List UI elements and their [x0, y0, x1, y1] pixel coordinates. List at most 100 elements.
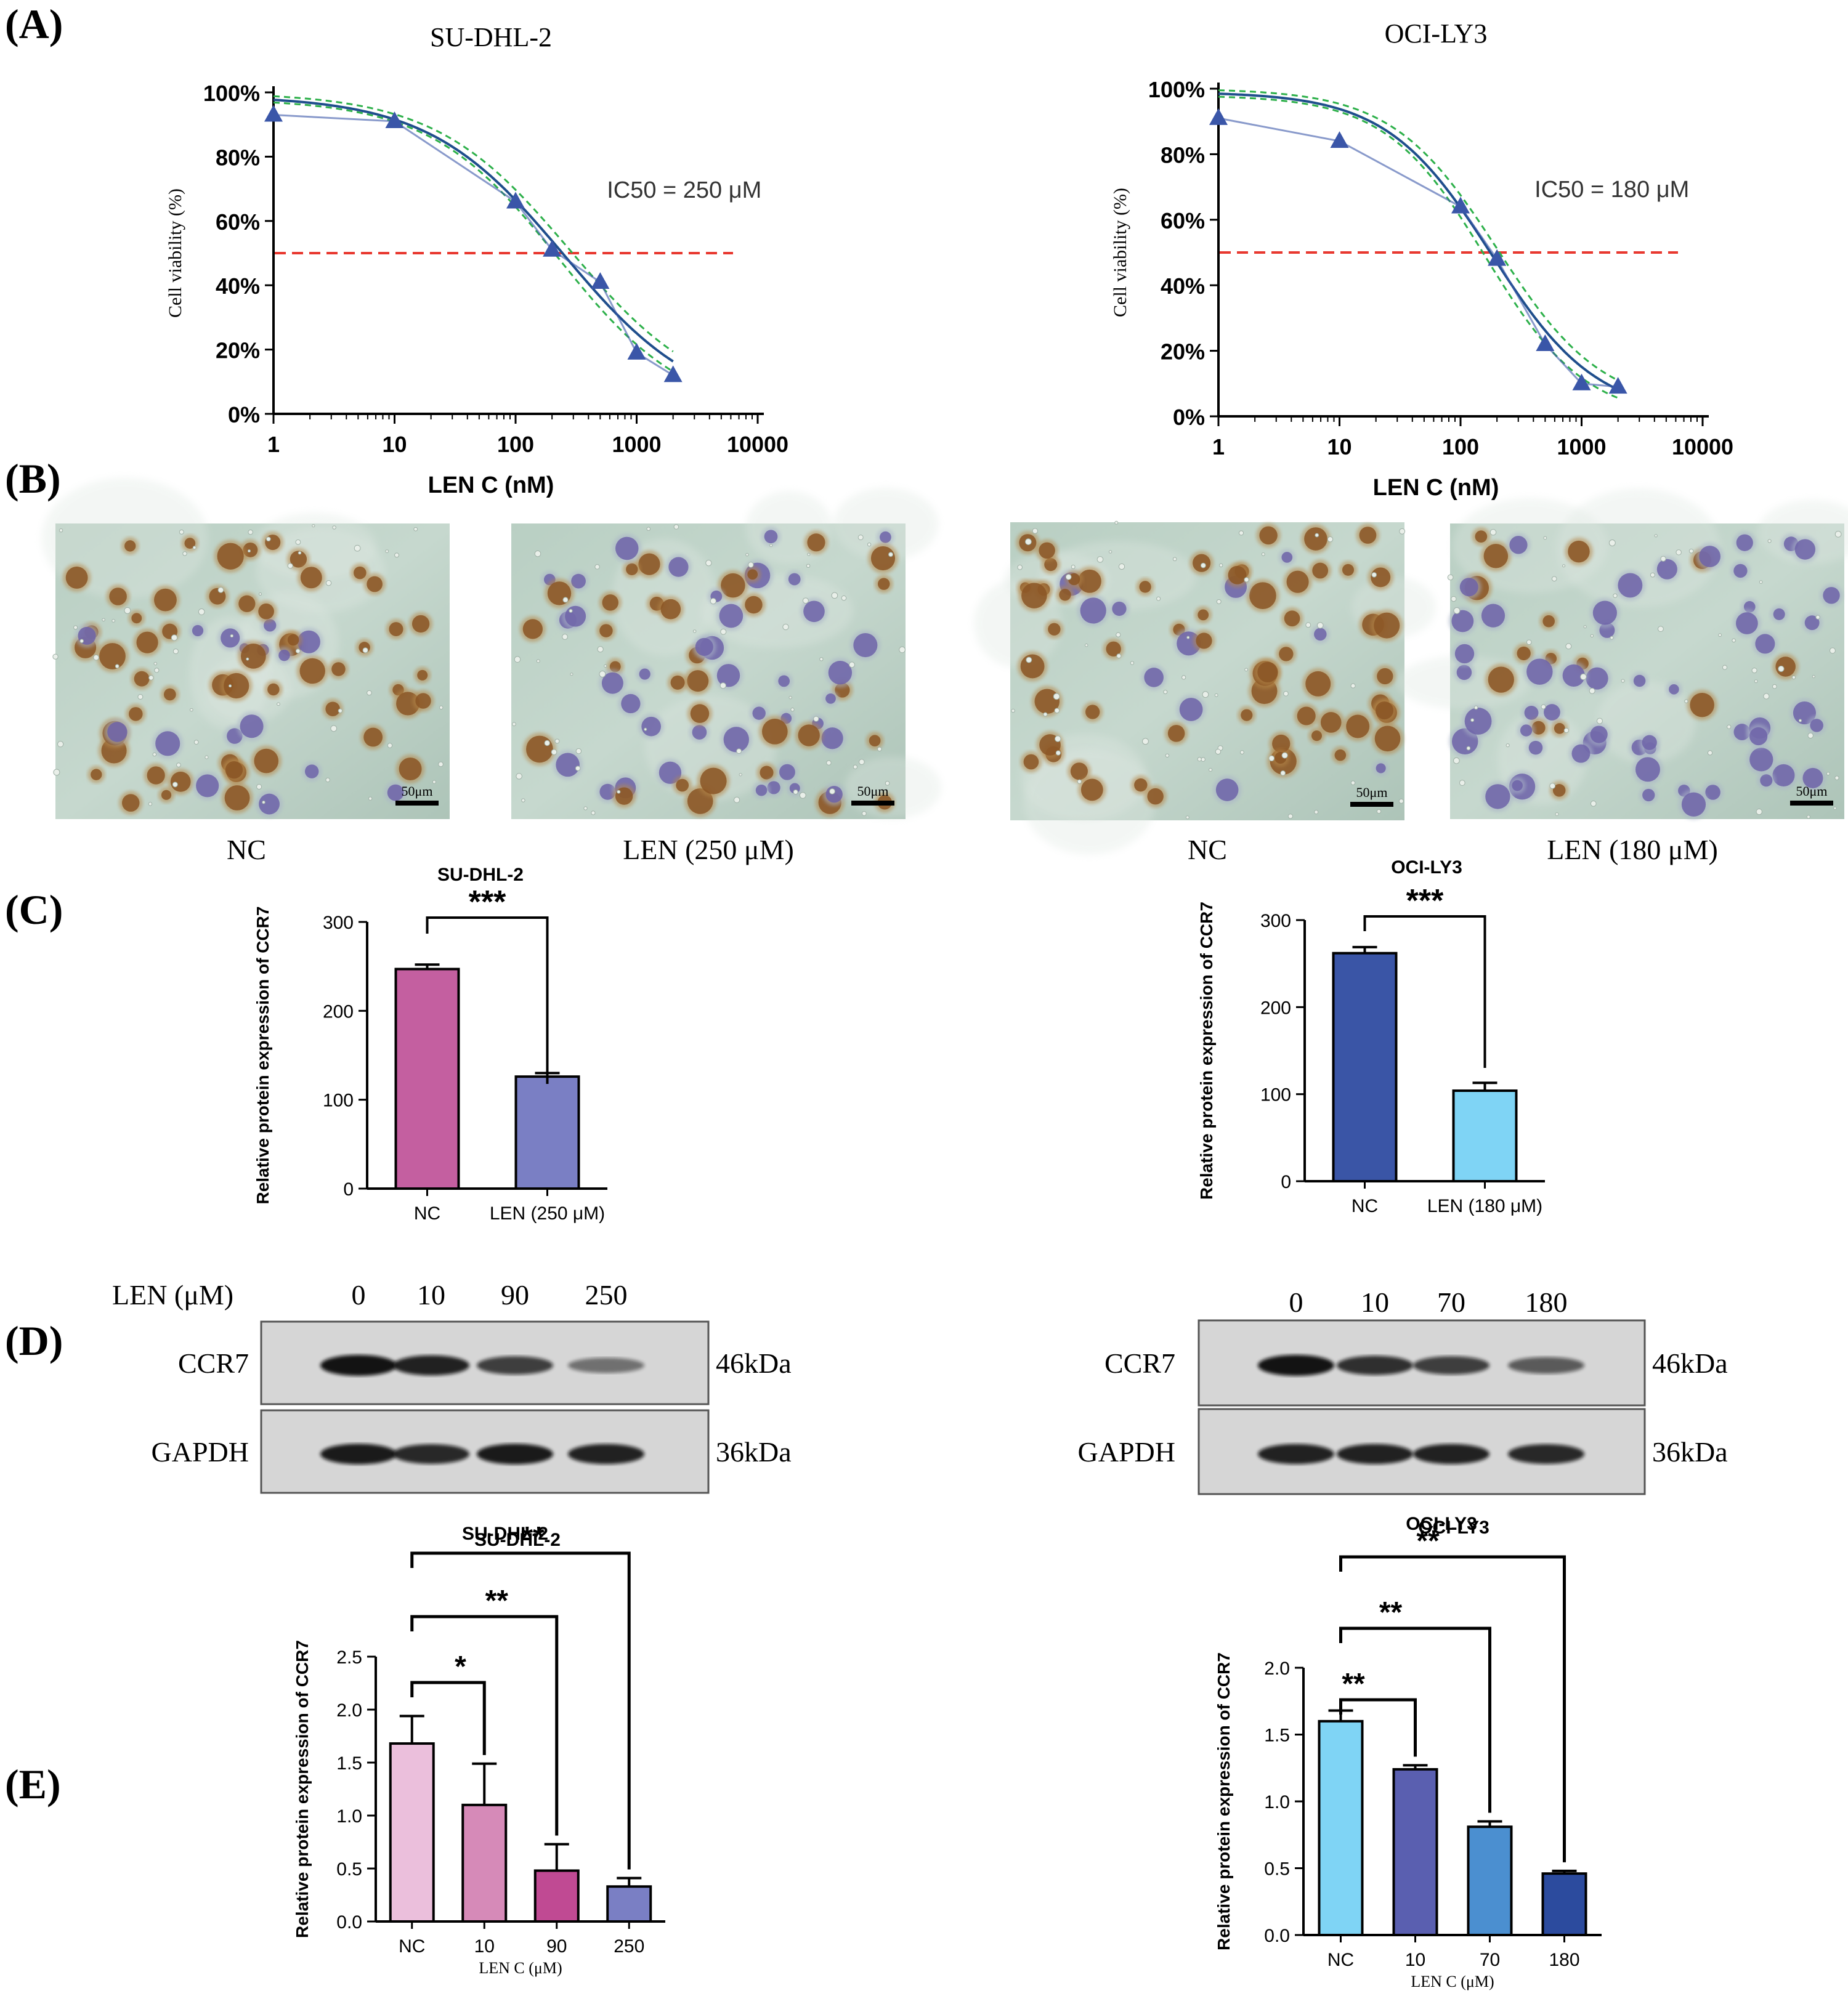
debris	[1043, 712, 1048, 717]
cell	[1475, 530, 1488, 543]
debris	[1590, 801, 1597, 807]
debris	[1239, 750, 1244, 754]
panel-label-e: (E)	[5, 1761, 61, 1808]
cell	[1297, 706, 1316, 725]
debris	[1654, 534, 1658, 538]
debris	[1608, 539, 1616, 546]
data-point	[1608, 377, 1627, 394]
debris	[1197, 757, 1202, 762]
cell	[660, 599, 681, 620]
debris	[1453, 757, 1460, 764]
debris	[394, 552, 400, 558]
cell	[1456, 665, 1472, 681]
debris	[1399, 528, 1406, 535]
haze	[1596, 681, 1696, 764]
cell	[755, 784, 768, 796]
ihc-images: 50μm NC 50μm LEN (250 μM) 50μm NC 50μm LEN (180…	[41, 477, 1848, 865]
debris	[831, 592, 838, 599]
cell	[300, 567, 322, 589]
x-tick-label: NC	[399, 1936, 425, 1957]
debris	[1722, 665, 1727, 670]
debris	[1350, 780, 1356, 785]
debris	[367, 690, 372, 696]
dose-label: 10	[417, 1279, 445, 1311]
debris	[205, 755, 209, 759]
cell	[1279, 647, 1294, 661]
cell	[1562, 664, 1585, 687]
debris	[1650, 572, 1655, 578]
x-axis-label: LEN C (nM)	[428, 472, 554, 498]
debris	[1283, 691, 1289, 697]
debris	[1563, 727, 1569, 733]
debris	[148, 802, 153, 806]
cell	[565, 605, 586, 627]
protein-band	[1413, 1444, 1489, 1465]
dose-label: 10	[1361, 1287, 1389, 1318]
cell	[1346, 714, 1370, 738]
cell	[747, 569, 758, 580]
debris	[192, 546, 197, 550]
cell	[1179, 698, 1203, 721]
debris	[295, 539, 301, 545]
cell	[1681, 792, 1706, 817]
protein-band	[1258, 1444, 1334, 1465]
x-tick-label: 10	[474, 1936, 495, 1957]
data-point	[1536, 334, 1555, 351]
debris	[859, 759, 865, 766]
cell	[1669, 684, 1679, 695]
cell	[1371, 567, 1391, 588]
debris	[1114, 520, 1119, 525]
cell	[124, 540, 136, 552]
debris	[1798, 719, 1802, 722]
cell	[695, 637, 713, 656]
bar	[533, 1869, 580, 1923]
cell	[1459, 578, 1478, 597]
cell	[1139, 581, 1151, 593]
cell	[1039, 542, 1055, 559]
cell	[154, 588, 177, 612]
chart-title: OCI-LY3	[1418, 1517, 1489, 1538]
y-tick-label: 100%	[1148, 77, 1205, 102]
significance-marker: **	[1379, 1596, 1403, 1629]
x-tick-label: 10	[1405, 1950, 1425, 1970]
debris	[536, 659, 540, 663]
cell	[615, 536, 639, 560]
scale-bar	[1790, 801, 1833, 806]
chart-C-right: OCI-LY3 0 100 200 300 Relative protein expres…	[1197, 857, 1545, 1216]
cell	[1794, 539, 1815, 560]
x-tick-label: 70	[1480, 1950, 1500, 1970]
cell	[522, 619, 543, 639]
cell	[1509, 536, 1528, 554]
dose-label: 70	[1437, 1287, 1465, 1318]
cell	[1590, 725, 1608, 743]
chart-title: OCI-LY3	[1391, 857, 1462, 878]
protein-band	[393, 1355, 469, 1376]
cell	[599, 624, 613, 637]
y-tick-label: 40%	[1161, 273, 1205, 299]
ihc-image-4: 50μm LEN (180 μM)	[1396, 488, 1848, 865]
cell	[1454, 644, 1475, 664]
cell	[1241, 709, 1253, 721]
debris	[53, 769, 60, 776]
debris	[1759, 580, 1763, 584]
debris	[617, 790, 621, 794]
debris	[368, 796, 373, 801]
molecular-weight-label: 46kDa	[1652, 1348, 1728, 1379]
x-tick-label: 1000	[1557, 434, 1606, 459]
debris	[1216, 599, 1222, 604]
cell	[129, 707, 143, 721]
debris	[325, 777, 330, 783]
cell	[1520, 724, 1533, 737]
debris	[1118, 563, 1125, 570]
debris	[790, 708, 795, 712]
molecular-weight-label: 36kDa	[1652, 1436, 1728, 1468]
debris	[583, 806, 588, 810]
cell	[723, 727, 749, 753]
y-axis-label: Cell viability (%)	[1110, 188, 1130, 317]
debris	[1707, 750, 1713, 756]
cell	[415, 693, 431, 709]
debris	[888, 552, 893, 557]
debris	[1459, 780, 1465, 786]
cell	[299, 658, 325, 684]
cell	[1311, 730, 1323, 741]
